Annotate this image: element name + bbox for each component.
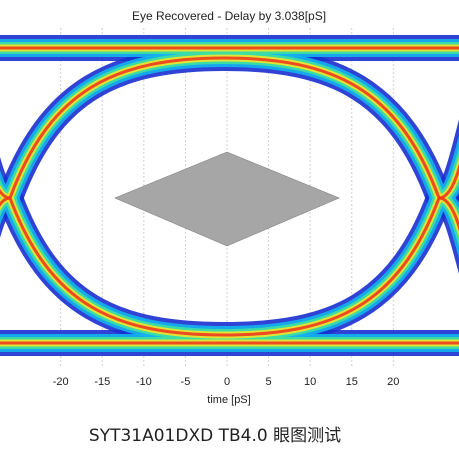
eye-mask xyxy=(114,151,340,247)
x-tick-label: 10 xyxy=(304,376,316,388)
eye-traces xyxy=(0,35,459,356)
x-tick-label: 5 xyxy=(266,376,272,388)
x-tick-label: -20 xyxy=(53,376,69,388)
caption: SYT31A01DXD TB4.0 眼图测试 xyxy=(89,426,341,446)
x-tick-label: 15 xyxy=(346,376,358,388)
x-tick-label: 0 xyxy=(224,376,230,388)
x-axis-label: time [pS] xyxy=(207,394,250,406)
x-tick-label: 20 xyxy=(387,376,399,388)
x-tick-label: -5 xyxy=(181,376,191,388)
x-tick-label: -10 xyxy=(136,376,152,388)
marks xyxy=(114,151,340,247)
x-tick-label: -15 xyxy=(94,376,110,388)
eye-trace xyxy=(0,163,459,337)
chart-title: Eye Recovered - Delay by 3.038[pS] xyxy=(132,9,326,23)
eye-trace xyxy=(0,56,459,232)
